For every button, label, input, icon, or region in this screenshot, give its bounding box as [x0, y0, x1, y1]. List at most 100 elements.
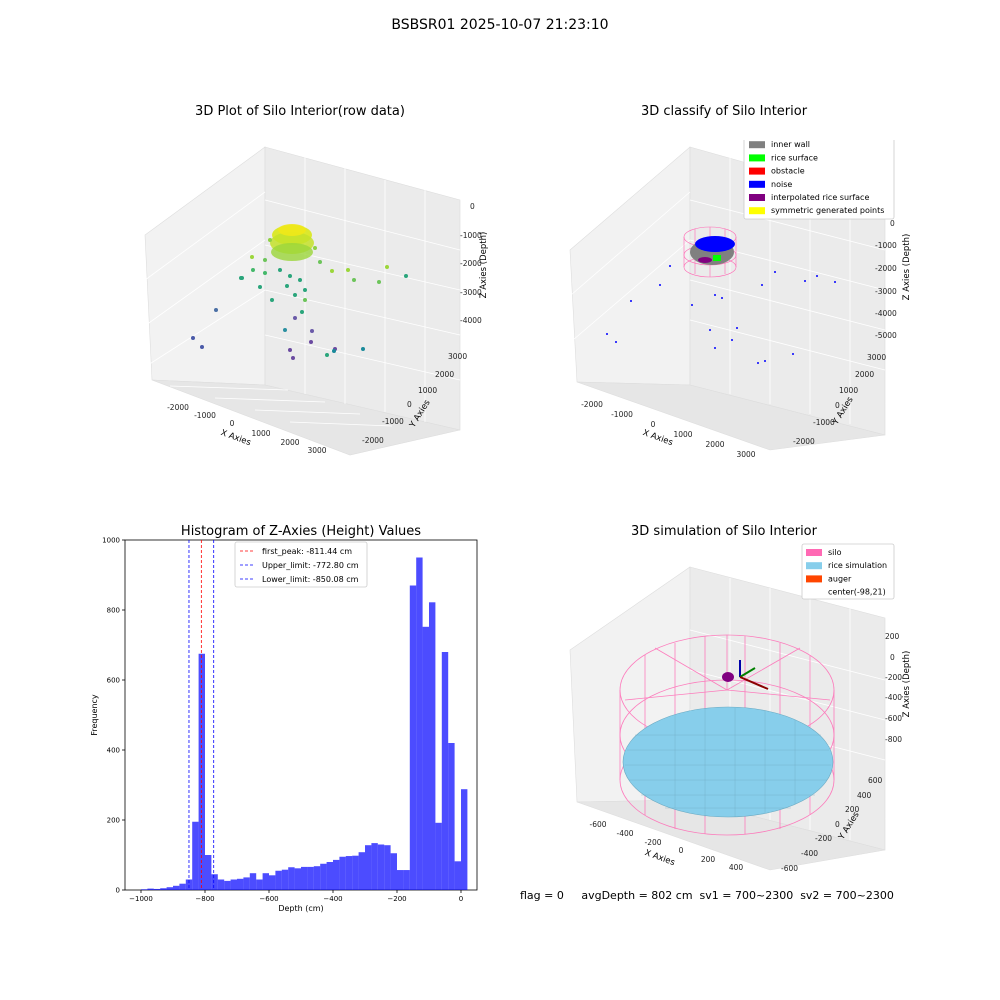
- classify-z-tick: -5000: [875, 331, 897, 340]
- raw-z-tick: -1000: [460, 231, 482, 240]
- legend-label: noise: [771, 180, 792, 189]
- sim-y-tick: 400: [857, 791, 872, 800]
- legend-label: rice simulation: [828, 561, 887, 570]
- histogram-bar: [397, 870, 404, 890]
- sim-z-tick: -400: [885, 693, 902, 702]
- legend-swatch: [749, 141, 765, 149]
- simulation-plot-title: 3D simulation of Silo Interior: [631, 524, 817, 539]
- legend-label: auger: [828, 574, 852, 583]
- classify-y-tick: -1000: [813, 418, 835, 427]
- classify-y-tick: -2000: [793, 437, 815, 446]
- histogram-y-label: Frequency: [90, 694, 99, 736]
- classify-x-tick: -1000: [611, 410, 633, 419]
- sim-x-label: X Axies: [643, 848, 676, 868]
- classify-z-tick: 0: [890, 219, 895, 228]
- raw-x-tick: 2000: [280, 438, 299, 447]
- histogram-bar: [262, 873, 269, 890]
- legend-swatch: [806, 575, 822, 583]
- legend-swatch: [749, 167, 765, 175]
- classify-x-tick: 0: [651, 420, 656, 429]
- classify-z-tick: -3000: [875, 287, 897, 296]
- raw-y-tick: 0: [407, 400, 412, 409]
- classify-x-tick: -2000: [581, 400, 603, 409]
- simulation-3d-plot: silo rice simulation auger center(-98,21) -…: [569, 543, 912, 873]
- legend-label: center(-98,21): [828, 588, 886, 597]
- sim-y-tick: -400: [801, 849, 818, 858]
- sim-z-tick: 200: [885, 632, 900, 641]
- legend-label: interpolated rice surface: [771, 193, 869, 202]
- histogram-x-label: Depth (cm): [278, 904, 323, 913]
- raw-scatter-points: [191, 224, 408, 360]
- histogram-bar: [390, 853, 397, 890]
- sim-z-label: Z Axies (Depth): [902, 651, 912, 718]
- histogram-bar: [211, 874, 218, 890]
- histogram-x-tick-label: −400: [323, 895, 342, 903]
- histogram-bar: [256, 879, 263, 890]
- histogram-bar: [345, 856, 353, 890]
- raw-y-tick: -2000: [362, 436, 384, 445]
- histogram-x-tick-label: −1000: [129, 895, 153, 903]
- histogram-bar: [192, 821, 199, 890]
- raw-plot-title: 3D Plot of Silo Interior(row data): [195, 104, 405, 119]
- raw-x-tick: 0: [230, 419, 235, 428]
- raw-x-tick: -1000: [194, 411, 216, 420]
- legend-label: rice surface: [771, 153, 818, 162]
- sim-z-tick: -600: [885, 714, 902, 723]
- classify-plot-title: 3D classify of Silo Interior: [640, 104, 808, 119]
- histogram-bar: [217, 879, 225, 890]
- legend-label: silo: [828, 548, 842, 557]
- histogram-bar: [333, 859, 340, 890]
- raw-x-label: X Axies: [219, 428, 252, 448]
- histogram-x-tick-label: −600: [259, 895, 278, 903]
- histogram-bar: [461, 789, 468, 890]
- sim-z-tick: -200: [885, 673, 902, 682]
- classify-z-tick: -1000: [875, 241, 897, 250]
- histogram-y-tick-label: 200: [107, 817, 120, 825]
- histogram-bar: [416, 557, 423, 890]
- legend-swatch: [749, 154, 765, 162]
- classify-y-tick: 1000: [839, 386, 858, 395]
- legend-swatch: [749, 180, 765, 188]
- histogram-bar: [358, 852, 365, 890]
- histogram-bar: [320, 863, 327, 890]
- histogram-x-tick-label: −800: [195, 895, 214, 903]
- histogram-bar: [230, 879, 237, 890]
- histogram-bar: [147, 888, 154, 890]
- histogram-bar: [249, 873, 257, 890]
- sim-x-tick: 0: [679, 846, 684, 855]
- classify-y-tick: 2000: [855, 370, 874, 379]
- histogram-y-tick-label: 400: [107, 747, 120, 755]
- histogram-bar: [179, 883, 186, 890]
- histogram-legend: first_peak: -811.44 cm Upper_limit: -772.…: [234, 541, 368, 588]
- classify-y-tick: 0: [835, 401, 840, 410]
- legend-label: inner wall: [771, 140, 810, 149]
- legend-label: symmetric generated points: [771, 206, 884, 215]
- sim-x-tick: -600: [589, 820, 606, 829]
- histogram-bar: [224, 880, 231, 890]
- histogram-bar: [205, 855, 212, 890]
- raw-z-tick: -2000: [460, 259, 482, 268]
- figure-suptitle: BSBSR01 2025-10-07 21:23:10: [391, 17, 609, 33]
- raw-y-tick: 1000: [418, 386, 437, 395]
- histogram-bar: [448, 743, 455, 890]
- classify-x-tick: 1000: [673, 430, 692, 439]
- classify-x-tick: 3000: [736, 450, 755, 459]
- histogram-bar: [454, 861, 461, 890]
- sim-x-tick: 200: [701, 855, 716, 864]
- histogram-x-tick-label: 0: [459, 895, 463, 903]
- histogram-y-tick-label: 800: [107, 607, 120, 615]
- histogram-bar: [294, 868, 301, 890]
- status-footer: flag = 0 avgDepth = 802 cm sv1 = 700~230…: [520, 889, 894, 902]
- sim-z-tick: 0: [890, 653, 895, 662]
- raw-z-tick: -4000: [460, 316, 482, 325]
- histogram-legend-label: Lower_limit: -850.08 cm: [262, 575, 359, 584]
- histogram-bar: [269, 875, 276, 890]
- raw-x-tick: 3000: [307, 446, 326, 455]
- sim-y-tick: 200: [845, 805, 860, 814]
- histogram-bar: [173, 885, 180, 890]
- histogram-bar: [409, 585, 417, 890]
- histogram-bar: [307, 866, 314, 890]
- histogram-bar: [403, 870, 410, 890]
- histogram-bar: [185, 879, 193, 890]
- histogram-bar: [339, 856, 346, 890]
